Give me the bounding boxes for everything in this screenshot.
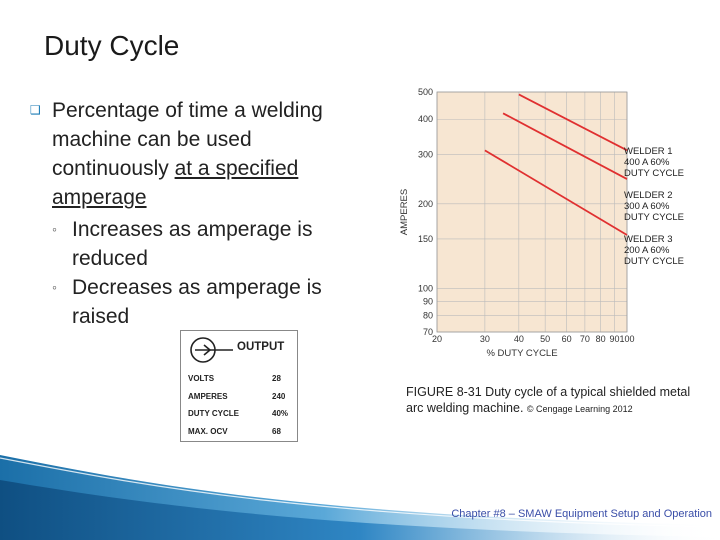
nameplate-label: VOLTS	[188, 374, 215, 383]
nameplate-value: 68	[272, 427, 281, 436]
series-label-line: WELDER 2	[624, 190, 673, 201]
y-tick-label: 200	[418, 199, 433, 209]
nameplate-row: MAX. OCV 68	[188, 427, 292, 436]
nameplate-label: DUTY CYCLE	[188, 409, 239, 418]
caption-text: FIGURE 8-31 Duty cycle of a typical shie…	[406, 385, 691, 415]
sub-bullet-text: Increases as amperage is reduced	[72, 218, 313, 270]
nameplate-label: AMPERES	[188, 392, 228, 401]
slide-title: Duty Cycle	[44, 30, 180, 61]
y-tick-label: 400	[418, 114, 433, 124]
y-tick-label: 90	[423, 296, 433, 306]
x-tick-label: 70	[580, 334, 590, 344]
series-label-line: DUTY CYCLE	[624, 256, 684, 267]
main-bullet: Percentage of time a welding machine can…	[52, 96, 352, 212]
series-line-welder-2	[502, 112, 628, 180]
nameplate-value: 240	[272, 392, 286, 401]
plot-area	[437, 92, 627, 332]
series-label-line: 300 A 60%	[624, 201, 670, 212]
x-tick-label: 60	[562, 334, 572, 344]
sub-bullet-mark: ◦	[52, 221, 57, 237]
sub-bullet-text: Decreases as amperage is raised	[72, 276, 322, 328]
duty-cycle-chart: 20 30 40 50 60 70 80 90 100708090100150200300400…	[399, 87, 684, 359]
y-tick-label: 70	[423, 327, 433, 337]
x-tick-label: 40	[514, 334, 524, 344]
bullet-underlined-text: at a specified amperage	[52, 157, 299, 209]
square-bullet-icon: ❑	[30, 103, 41, 117]
series-label-line: 400 A 60%	[624, 157, 670, 168]
nameplate-value: 40%	[272, 409, 289, 418]
nameplate: OUTPUT VOLTS 28 AMPERES 240 DUTY CYCLE 40% …	[180, 330, 298, 442]
y-tick-label: 100	[418, 283, 433, 293]
x-tick-label: 80	[596, 334, 606, 344]
nameplate-row: AMPERES 240	[188, 392, 292, 401]
plot-frame	[436, 91, 628, 333]
y-tick-label: 300	[418, 149, 433, 159]
nameplate-row: DUTY CYCLE 40%	[188, 409, 292, 418]
series-line-welder-3	[484, 149, 628, 236]
y-tick-label: 500	[418, 87, 433, 97]
nameplate-value: 28	[272, 374, 281, 383]
nameplate-header: OUTPUT	[237, 341, 285, 353]
x-tick-label: 50	[540, 334, 550, 344]
y-tick-label: 80	[423, 311, 433, 321]
footer-chapter: Chapter #8 – SMAW Equipment Setup and Op…	[451, 508, 712, 520]
sub-bullet-mark: ◦	[52, 279, 57, 295]
series-label-line: WELDER 1	[624, 146, 673, 157]
series-label-line: 200 A 60%	[624, 245, 670, 256]
series-line-welder-1	[518, 93, 628, 152]
x-axis-label: % DUTY CYCLE	[486, 348, 557, 359]
x-tick-label: 90	[610, 334, 620, 344]
output-symbol-icon	[190, 337, 233, 363]
y-axis-label: AMPERES	[399, 189, 410, 235]
x-tick-label: 20	[432, 334, 442, 344]
nameplate-label: MAX. OCV	[188, 427, 228, 436]
footer-swoosh	[0, 455, 720, 540]
series-label-line: DUTY CYCLE	[624, 168, 684, 179]
nameplate-row: VOLTS 28	[188, 374, 292, 383]
x-tick-label: 30	[480, 334, 490, 344]
y-tick-label: 150	[418, 234, 433, 244]
sub-bullet-2: ◦ Decreases as amperage is raised	[52, 273, 352, 331]
x-tick-label: 100	[619, 334, 634, 344]
series-label-line: DUTY CYCLE	[624, 212, 684, 223]
sub-bullet-1: ◦ Increases as amperage is reduced	[52, 215, 352, 273]
series-label-line: WELDER 3	[624, 234, 673, 245]
caption-credit: © Cengage Learning 2012	[526, 404, 633, 414]
bullet-text: Percentage of time a welding machine can…	[52, 99, 323, 180]
figure-caption: FIGURE 8-31 Duty cycle of a typical shie…	[406, 384, 706, 417]
